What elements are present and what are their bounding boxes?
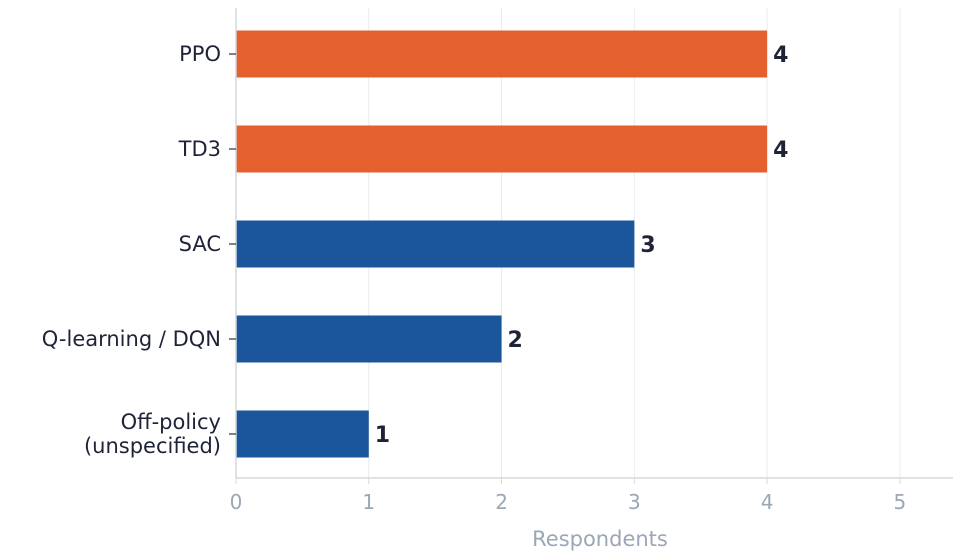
x-tick-label: 1 xyxy=(362,490,375,514)
category-label: PPO xyxy=(179,42,221,66)
bar xyxy=(236,315,502,363)
bar xyxy=(236,30,768,78)
bar xyxy=(236,220,635,268)
x-tick-label: 4 xyxy=(761,490,774,514)
x-axis-title: Respondents xyxy=(532,527,668,551)
bar xyxy=(236,410,369,458)
x-tick-label: 2 xyxy=(495,490,508,514)
bar xyxy=(236,125,768,173)
x-tick-label: 3 xyxy=(628,490,641,514)
data-label: 2 xyxy=(508,328,523,353)
bars xyxy=(236,30,768,458)
data-label: 3 xyxy=(640,233,655,258)
labels: 0 1 2 3 4 5 PPO 4 TD3 4 SAC 3 Q-learning / DQN 2 Off-p… xyxy=(42,42,906,514)
category-label: Q-learning / DQN xyxy=(42,327,221,351)
category-label: SAC xyxy=(179,232,221,256)
axes xyxy=(229,8,953,484)
data-label: 1 xyxy=(375,423,390,448)
data-label: 4 xyxy=(773,138,788,163)
data-label: 4 xyxy=(773,43,788,68)
x-tick-label: 5 xyxy=(894,490,907,514)
category-label: TD3 xyxy=(178,137,221,161)
x-tick-label: 0 xyxy=(230,490,243,514)
category-label: Off-policy (unspecified) xyxy=(84,410,221,458)
